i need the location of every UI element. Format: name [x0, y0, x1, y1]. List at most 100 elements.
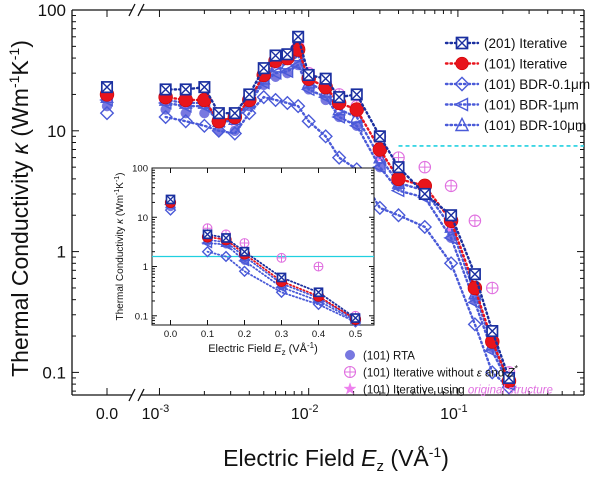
- inset-x-tick-label: 0.5: [349, 329, 362, 340]
- data-point: [228, 107, 241, 120]
- series-0: [100, 30, 516, 384]
- data-point: [281, 48, 294, 61]
- inset-x-tick-label: 0.0: [164, 329, 177, 340]
- inset-data-point: [313, 287, 324, 298]
- axis-break-top: [128, 3, 145, 17]
- inset-data-point: [201, 245, 214, 258]
- x-tick-label: 10-2: [291, 403, 319, 423]
- inset-x-tick-label: 0.4: [312, 329, 325, 340]
- data-point: [212, 107, 225, 120]
- data-point: [319, 72, 332, 85]
- data-point: [269, 49, 282, 62]
- data-point: [486, 324, 499, 338]
- data-point: [256, 89, 271, 105]
- x-tick-label: 10-3: [142, 403, 170, 423]
- data-point: [179, 83, 192, 96]
- data-point: [197, 118, 212, 134]
- legend-marker: [455, 56, 469, 71]
- inset-series-0: [165, 194, 361, 323]
- data-point: [158, 109, 173, 125]
- data-point: [467, 317, 483, 332]
- data-point: [301, 114, 316, 129]
- inset-x-tick-label: 0.2: [238, 329, 251, 340]
- inset-data-point: [312, 298, 325, 311]
- axis-break-bottom: [128, 388, 145, 402]
- legend-marker: [454, 116, 470, 132]
- data-point: [445, 209, 458, 222]
- data-point: [197, 92, 212, 108]
- inset-data-point: [313, 261, 324, 272]
- inset-x-axis-title: Electric Field Ez (VÅ-1): [208, 341, 318, 357]
- y-axis-title: Thermal Conductivity κ (Wm-1K-1): [6, 40, 33, 377]
- inset-data-point: [239, 246, 250, 257]
- inset-data-point: [238, 265, 251, 278]
- legend-marker: [453, 97, 469, 112]
- data-point: [444, 179, 458, 193]
- main-plot: 0.1 1 10 100 0.0 10-3 10-2 10-1 Electric Field E…: [6, 1, 590, 475]
- legend-lower: (101) RTA(101) Iterative without ε and Z…: [343, 350, 553, 397]
- data-point: [392, 161, 405, 174]
- data-point: [468, 214, 482, 228]
- legend-label: (101) Iterative without ε and Z*: [363, 364, 518, 380]
- legend-marker: [343, 365, 357, 379]
- legend-marker: [454, 76, 470, 92]
- data-point: [349, 109, 364, 123]
- inset-data-point: [276, 272, 287, 283]
- inset-data-point: [350, 313, 361, 323]
- legend-label: (101) BDR-0.1μm: [484, 77, 590, 92]
- data-point: [350, 88, 363, 101]
- legend-label: (101) BDR-10μm: [484, 118, 586, 133]
- legend-label: (101) RTA: [363, 351, 415, 363]
- data-point: [468, 268, 481, 281]
- legend-marker: [343, 382, 357, 395]
- data-point: [391, 208, 406, 223]
- inset-data-point: [276, 252, 287, 263]
- data-point: [100, 81, 114, 94]
- legend-marker: [345, 350, 355, 360]
- data-point: [502, 371, 516, 384]
- data-point: [159, 83, 172, 96]
- y-tick-label: 1: [57, 243, 66, 262]
- data-point: [280, 95, 295, 111]
- data-point: [349, 102, 364, 117]
- data-point: [331, 150, 347, 165]
- data-point: [485, 365, 500, 380]
- inset-series-2: [164, 204, 362, 328]
- data-point: [198, 81, 211, 94]
- inset-data-point: [202, 229, 213, 240]
- inset-data-point: [220, 250, 232, 263]
- data-point: [373, 130, 386, 143]
- data-point: [318, 129, 333, 144]
- inset-y-tick-label: 1: [143, 262, 148, 273]
- data-point: [333, 91, 346, 104]
- data-point: [302, 68, 315, 81]
- data-point: [292, 30, 305, 43]
- legend-label: (101) Iterative using original structure: [363, 385, 553, 397]
- x-tick-label: 10-1: [440, 403, 468, 423]
- data-point: [486, 281, 499, 295]
- inset-plot: 0.1 1 10 100 0.0 0.1 0.2 0.3 0.4 0.5 Electric Fiel…: [114, 164, 375, 357]
- data-point: [257, 62, 270, 75]
- inset-data-point: [239, 238, 250, 248]
- inset-data-point: [165, 194, 176, 205]
- data-point: [243, 88, 256, 101]
- inset-frame: [151, 167, 375, 326]
- data-point: [373, 149, 387, 164]
- legend-main: (201) Iterative (101) Iterative (101) BDR-…: [444, 36, 590, 133]
- data-point: [372, 160, 386, 175]
- data-point: [227, 126, 243, 141]
- data-point: [242, 105, 257, 121]
- inset-y-tick-label: 0.1: [135, 311, 148, 322]
- data-point: [418, 187, 431, 201]
- data-point: [99, 105, 115, 121]
- inset-x-tick-label: 0.3: [275, 329, 288, 340]
- data-point: [211, 123, 227, 139]
- data-point: [372, 200, 388, 216]
- legend-label: (101) Iterative: [484, 57, 567, 72]
- legend-label: (101) BDR-1μm: [484, 98, 579, 113]
- inset-y-tick-label: 100: [132, 164, 148, 175]
- data-point: [418, 160, 432, 174]
- x-tick-label-zero: 0.0: [96, 406, 118, 423]
- inset-x-tick-label: 0.1: [201, 329, 214, 340]
